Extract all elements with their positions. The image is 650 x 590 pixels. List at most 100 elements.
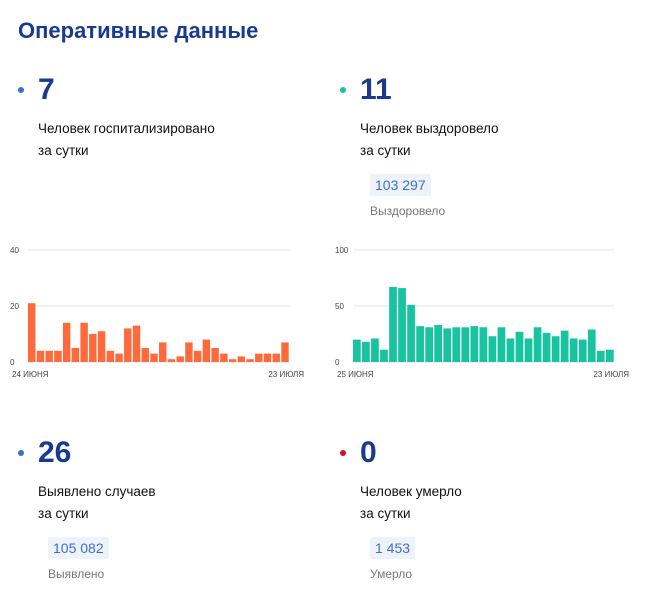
stat-value: 0 — [360, 436, 377, 469]
bar — [193, 350, 202, 362]
bar — [605, 349, 614, 362]
bar — [263, 353, 272, 362]
recovered-bar-chart: 0 50 100 25 ИЮНЯ 23 ИЮЛЯ — [335, 246, 629, 379]
caption-line: за сутки — [38, 143, 89, 158]
bar — [371, 338, 379, 362]
caption-line: Человек выздоровело — [360, 121, 499, 136]
caption-line: Человек умерло — [360, 484, 462, 499]
y-tick-label: 0 — [335, 358, 340, 367]
bar — [246, 359, 254, 362]
bar — [71, 348, 80, 362]
bar — [54, 350, 62, 362]
bar — [587, 329, 596, 362]
bar — [380, 349, 388, 362]
bar — [569, 338, 578, 362]
bar — [506, 338, 515, 362]
total-badge: 1 453 — [370, 537, 416, 559]
bar — [80, 322, 88, 362]
bar — [452, 327, 461, 362]
bar — [185, 342, 193, 362]
bar — [362, 341, 370, 362]
bar — [353, 339, 361, 362]
bar — [461, 327, 470, 362]
stat-caption: Человек выздоровело за сутки — [360, 118, 580, 162]
bullet-dot — [340, 450, 346, 456]
bar — [497, 327, 506, 362]
stat-caption: Человек госпитализировано за сутки — [38, 118, 258, 162]
y-tick-label: 50 — [335, 302, 344, 311]
y-tick-label: 40 — [10, 246, 19, 255]
bar — [551, 336, 560, 362]
bar — [470, 326, 479, 362]
bar — [479, 327, 488, 362]
bullet-dot — [18, 450, 24, 456]
y-tick-label: 20 — [10, 302, 19, 311]
stat-deaths: 0 Человек умерло за сутки 1 453 Умерло — [340, 433, 630, 581]
caption-line: за сутки — [38, 506, 89, 521]
bar — [255, 353, 263, 362]
bar — [220, 353, 228, 362]
bar — [398, 288, 406, 362]
bar — [202, 339, 211, 362]
hospitalized-bar-chart: 0 20 40 24 ИЮНЯ 23 ИЮЛЯ — [10, 246, 304, 379]
page-title: Оперативные данные — [18, 18, 259, 43]
bar — [237, 356, 246, 362]
stat-detected: 26 Выявлено случаев за сутки 105 082 Выя… — [18, 433, 308, 581]
y-tick-label: 0 — [10, 358, 15, 367]
stat-hospitalized: 7 Человек госпитализировано за сутки — [18, 70, 308, 162]
bar — [141, 348, 149, 362]
bar — [434, 325, 443, 362]
bar — [524, 338, 533, 362]
bar — [533, 327, 542, 362]
x-start-label: 24 ИЮНЯ — [12, 370, 49, 379]
total-badge: 103 297 — [370, 174, 431, 196]
bar — [28, 303, 36, 362]
bar — [124, 328, 132, 362]
x-end-label: 23 ИЮЛЯ — [593, 370, 629, 379]
stat-recovered: 11 Человек выздоровело за сутки 103 297 … — [340, 70, 630, 218]
bar — [211, 348, 219, 362]
bar — [97, 331, 106, 362]
bar — [389, 286, 397, 362]
bar — [132, 325, 141, 362]
bar — [407, 304, 415, 362]
bar — [62, 322, 71, 362]
bar — [36, 350, 45, 362]
bar — [425, 327, 434, 362]
caption-line: за сутки — [360, 506, 411, 521]
bar — [542, 332, 551, 362]
bar — [272, 353, 280, 362]
bar — [560, 330, 569, 362]
bullet-dot — [340, 87, 346, 93]
bar — [443, 328, 452, 362]
bar — [281, 342, 289, 362]
caption-line: Выявлено случаев — [38, 484, 156, 499]
bar — [176, 356, 184, 362]
total-badge-label: Выздоровело — [370, 204, 446, 218]
bar — [596, 350, 605, 362]
x-end-label: 23 ИЮЛЯ — [268, 370, 304, 379]
bar — [416, 326, 424, 362]
bar — [515, 331, 524, 362]
bar — [150, 353, 158, 362]
bar — [115, 353, 123, 362]
bar — [578, 339, 587, 362]
caption-line: Человек госпитализировано — [38, 121, 215, 136]
bar — [167, 359, 176, 362]
total-badge-label: Выявлено — [48, 567, 105, 581]
caption-line: за сутки — [360, 143, 411, 158]
bullet-dot — [18, 87, 24, 93]
bar — [106, 350, 115, 362]
bar — [159, 342, 167, 362]
y-tick-label: 100 — [335, 246, 349, 255]
stat-value: 26 — [38, 436, 72, 469]
total-badge-label: Умерло — [370, 567, 413, 581]
stat-caption: Выявлено случаев за сутки — [38, 481, 258, 525]
x-start-label: 25 ИЮНЯ — [337, 370, 374, 379]
stat-caption: Человек умерло за сутки — [360, 481, 580, 525]
bar — [488, 336, 497, 362]
stat-value: 11 — [360, 73, 392, 106]
bar — [228, 359, 237, 362]
bar — [89, 334, 97, 362]
bar — [45, 350, 53, 362]
